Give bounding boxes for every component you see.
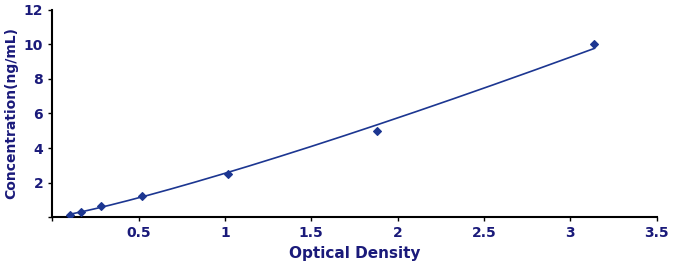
X-axis label: Optical Density: Optical Density — [289, 246, 420, 261]
Y-axis label: Concentration(ng/mL): Concentration(ng/mL) — [4, 28, 18, 200]
